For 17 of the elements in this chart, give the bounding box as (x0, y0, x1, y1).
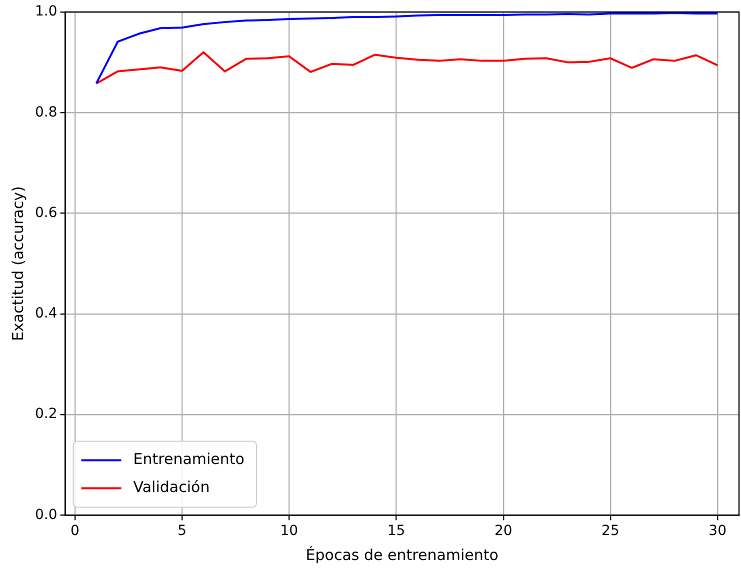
x-tick-label: 5 (178, 523, 186, 540)
legend-label: Validación (133, 478, 210, 496)
y-tick-label: 1.0 (35, 4, 58, 20)
x-axis-title: Épocas de entrenamiento (306, 546, 498, 564)
x-tick-label: 25 (602, 523, 620, 540)
legend-label: Entrenamiento (133, 450, 244, 468)
y-tick-label: 0.2 (35, 406, 58, 422)
x-tick-label: 0 (70, 523, 80, 540)
x-tick-label: 15 (387, 523, 406, 540)
y-axis-title: Exactitud (accuracy) (8, 186, 27, 342)
x-tick-label: 10 (280, 523, 298, 540)
x-tick-label: 30 (708, 523, 726, 540)
y-tick-label: 0.0 (35, 506, 58, 523)
y-tick-label: 0.4 (35, 306, 58, 322)
y-tick-label: 0.6 (35, 204, 58, 221)
y-tick-label: 0.8 (35, 104, 58, 120)
x-tick-label: 20 (494, 523, 512, 540)
